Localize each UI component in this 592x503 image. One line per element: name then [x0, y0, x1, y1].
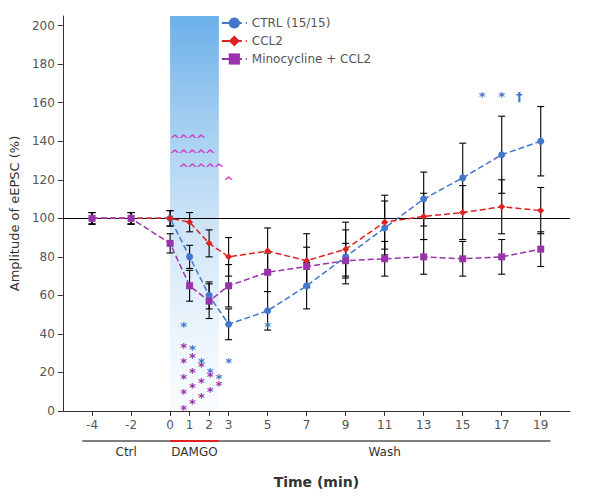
svg-text:*: *	[225, 355, 232, 370]
svg-text:15: 15	[455, 418, 470, 432]
svg-text:*: *	[198, 390, 205, 405]
svg-text:19: 19	[533, 418, 548, 432]
svg-text:180: 180	[32, 57, 55, 71]
svg-text:80: 80	[40, 250, 55, 264]
svg-text:-4: -4	[86, 418, 98, 432]
svg-text:0: 0	[47, 404, 55, 418]
svg-text:*: *	[180, 371, 187, 386]
svg-text:7: 7	[303, 418, 311, 432]
svg-text:60: 60	[40, 288, 55, 302]
svg-text:40: 40	[40, 327, 55, 341]
svg-text:Wash: Wash	[369, 445, 401, 459]
svg-text:DAMGO: DAMGO	[171, 445, 217, 459]
svg-text:160: 160	[32, 96, 55, 110]
svg-text:*: *	[198, 359, 205, 374]
svg-text:*: *	[198, 375, 205, 390]
svg-text:1: 1	[186, 418, 194, 432]
svg-text:*: *	[180, 402, 187, 417]
svg-text:Amplitude of eEPSC (%): Amplitude of eEPSC (%)	[7, 136, 22, 291]
svg-text:*: *	[189, 350, 196, 365]
svg-text:17: 17	[494, 418, 509, 432]
svg-text:CTRL (15/15): CTRL (15/15)	[252, 16, 331, 30]
svg-text:13: 13	[416, 418, 431, 432]
svg-text:*: *	[180, 386, 187, 401]
svg-text:*: *	[215, 378, 222, 393]
svg-text:11: 11	[377, 418, 392, 432]
svg-text:CCL2: CCL2	[252, 34, 283, 48]
svg-text:*: *	[479, 89, 486, 104]
svg-text:*: *	[207, 384, 214, 399]
svg-text:*: *	[207, 369, 214, 384]
svg-text:120: 120	[32, 173, 55, 187]
svg-text:*: *	[180, 319, 187, 334]
svg-text:^: ^	[223, 174, 234, 189]
svg-text:20: 20	[40, 365, 55, 379]
svg-text:*: *	[498, 89, 505, 104]
svg-text:140: 140	[32, 134, 55, 148]
svg-text:9: 9	[342, 418, 350, 432]
svg-text:5: 5	[264, 418, 272, 432]
svg-text:*: *	[189, 396, 196, 411]
svg-text:Time (min): Time (min)	[274, 474, 359, 490]
svg-text:*: *	[189, 380, 196, 395]
svg-text:*: *	[180, 355, 187, 370]
svg-text:100: 100	[32, 211, 55, 225]
svg-text:^: ^	[196, 132, 207, 147]
svg-text:2: 2	[205, 418, 213, 432]
svg-text:3: 3	[225, 418, 233, 432]
svg-text:*: *	[189, 365, 196, 380]
svg-text:*: *	[180, 340, 187, 355]
svg-text:Minocycline + CCL2: Minocycline + CCL2	[252, 52, 371, 66]
svg-text:*: *	[264, 319, 271, 334]
svg-text:0: 0	[166, 418, 174, 432]
svg-text:200: 200	[32, 19, 55, 33]
svg-text:Ctrl: Ctrl	[116, 445, 137, 459]
svg-text:-2: -2	[125, 418, 137, 432]
svg-text:†: †	[516, 89, 523, 104]
